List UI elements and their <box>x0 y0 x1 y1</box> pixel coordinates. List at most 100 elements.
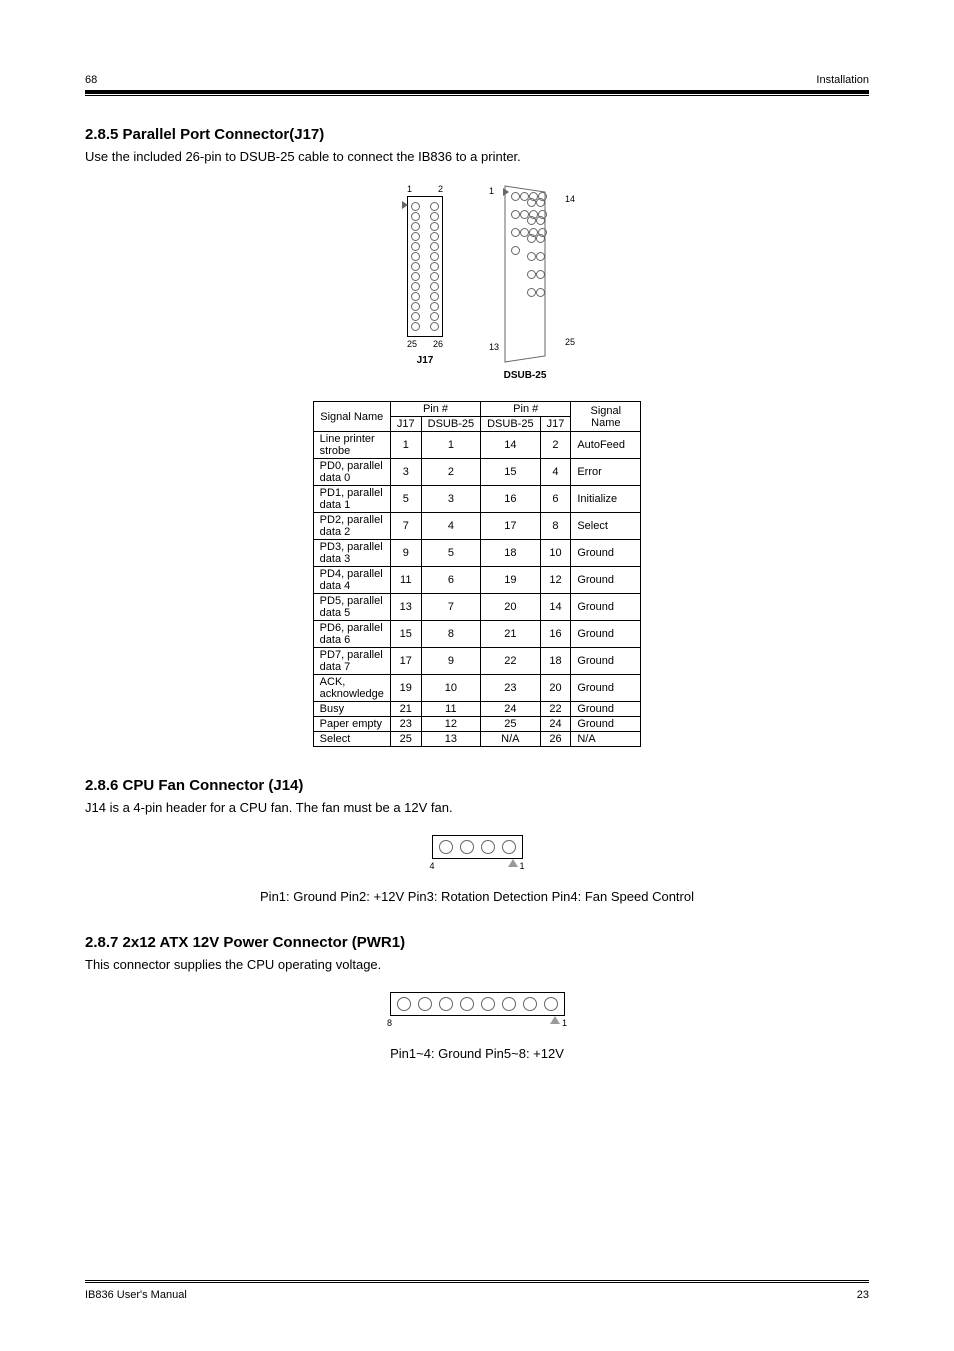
table-cell: 21 <box>390 702 421 717</box>
table-cell: 16 <box>481 486 540 513</box>
th-db25-l: DSUB-25 <box>421 417 480 432</box>
table-cell: 13 <box>390 594 421 621</box>
section-title-pwr1: 2.8.7 2x12 ATX 12V Power Connector (PWR1… <box>85 934 869 951</box>
table-cell: 12 <box>421 717 480 732</box>
pin-icon <box>527 270 536 279</box>
table-cell: ACK, acknowledge <box>313 675 390 702</box>
j14-pin-right-label: 1 <box>519 861 524 871</box>
table-cell: AutoFeed <box>571 432 641 459</box>
pin-icon <box>536 252 545 261</box>
table-row: Busy21112422Ground <box>313 702 641 717</box>
pin-icon <box>411 252 420 261</box>
pin1-marker-icon <box>402 201 408 209</box>
j14-diagram: 4 1 <box>85 835 869 874</box>
table-cell: 14 <box>481 432 540 459</box>
pin-icon <box>411 212 420 221</box>
section-title-cpufan: 2.8.6 CPU Fan Connector (J14) <box>85 777 869 794</box>
footer-right: 23 <box>857 1289 869 1301</box>
table-row: PD4, parallel data 41161912Ground <box>313 567 641 594</box>
db25-pin14-label: 14 <box>565 194 575 204</box>
header-left: 68 <box>85 74 97 86</box>
table-cell: 10 <box>540 540 571 567</box>
page-footer: IB836 User's Manual 23 <box>85 1280 869 1301</box>
pin-row <box>411 322 439 331</box>
table-cell: Ground <box>571 567 641 594</box>
table-cell: 13 <box>421 732 480 747</box>
pin-icon <box>544 997 558 1011</box>
pin-icon <box>411 222 420 231</box>
table-cell: 14 <box>540 594 571 621</box>
table-cell: 9 <box>390 540 421 567</box>
pin-icon <box>460 997 474 1011</box>
pin-icon <box>411 302 420 311</box>
footer-rule <box>85 1280 869 1283</box>
pin-icon <box>430 322 439 331</box>
th-db25-r: DSUB-25 <box>481 417 540 432</box>
pin-row <box>411 242 439 251</box>
table-cell: 5 <box>421 540 480 567</box>
pin-icon <box>536 234 545 243</box>
j14-pin1-marker-icon <box>508 859 518 867</box>
table-cell: 20 <box>481 594 540 621</box>
table-cell: 18 <box>540 648 571 675</box>
pin-icon <box>397 997 411 1011</box>
table-cell: 11 <box>421 702 480 717</box>
table-cell: PD0, parallel data 0 <box>313 459 390 486</box>
table-cell: 3 <box>390 459 421 486</box>
table-cell: 6 <box>421 567 480 594</box>
j17-pin26-label: 26 <box>433 339 443 349</box>
table-cell: 22 <box>481 648 540 675</box>
pin-icon <box>536 270 545 279</box>
table-cell: 7 <box>390 513 421 540</box>
table-cell: 1 <box>421 432 480 459</box>
table-cell: 16 <box>540 621 571 648</box>
pin-icon <box>502 997 516 1011</box>
pin-icon <box>430 232 439 241</box>
table-cell: 6 <box>540 486 571 513</box>
pin-icon <box>411 242 420 251</box>
table-cell: PD4, parallel data 4 <box>313 567 390 594</box>
table-row: PD3, parallel data 3951810Ground <box>313 540 641 567</box>
table-cell: 2 <box>540 432 571 459</box>
table-cell: Ground <box>571 675 641 702</box>
j17-connector <box>407 196 443 337</box>
table-cell: 12 <box>540 567 571 594</box>
pin-icon <box>536 198 545 207</box>
pin-icon <box>411 322 420 331</box>
pin-icon <box>430 202 439 211</box>
table-cell: 25 <box>390 732 421 747</box>
pwr1-connector <box>390 992 565 1016</box>
pin-icon <box>411 272 420 281</box>
table-row: PD1, parallel data 153166Initialize <box>313 486 641 513</box>
pin-icon <box>430 282 439 291</box>
db25-block: 1 13 14 25 DSUB-25 <box>503 184 547 381</box>
table-cell: 7 <box>421 594 480 621</box>
table-cell: PD1, parallel data 1 <box>313 486 390 513</box>
j14-pin-left-label: 4 <box>430 861 435 871</box>
pin-icon <box>527 198 536 207</box>
th-j17-r: J17 <box>540 417 571 432</box>
pin-icon <box>418 997 432 1011</box>
th-j17-l: J17 <box>390 417 421 432</box>
table-cell: 4 <box>421 513 480 540</box>
pin-row <box>411 262 439 271</box>
table-cell: Error <box>571 459 641 486</box>
table-cell: 8 <box>540 513 571 540</box>
pin-icon <box>430 302 439 311</box>
j17-block: 1 2 25 26 J17 <box>407 184 443 366</box>
lpt1-connector-diagram: 1 2 25 26 J17 1 13 14 25 <box>85 184 869 381</box>
pin-row <box>411 292 439 301</box>
table-cell: Ground <box>571 621 641 648</box>
table-cell: Ground <box>571 594 641 621</box>
table-row: PD6, parallel data 61582116Ground <box>313 621 641 648</box>
pin-row <box>411 282 439 291</box>
table-cell: Ground <box>571 702 641 717</box>
pin-icon <box>536 216 545 225</box>
footer-left: IB836 User's Manual <box>85 1289 187 1301</box>
j17-pin1-label: 1 <box>407 184 412 194</box>
table-cell: Paper empty <box>313 717 390 732</box>
db25-pin13-label: 13 <box>489 342 499 352</box>
j17-pin2-label: 2 <box>438 184 443 194</box>
table-header-row: Signal Name Pin # Pin # Signal Name <box>313 402 641 417</box>
pin-icon <box>411 202 420 211</box>
